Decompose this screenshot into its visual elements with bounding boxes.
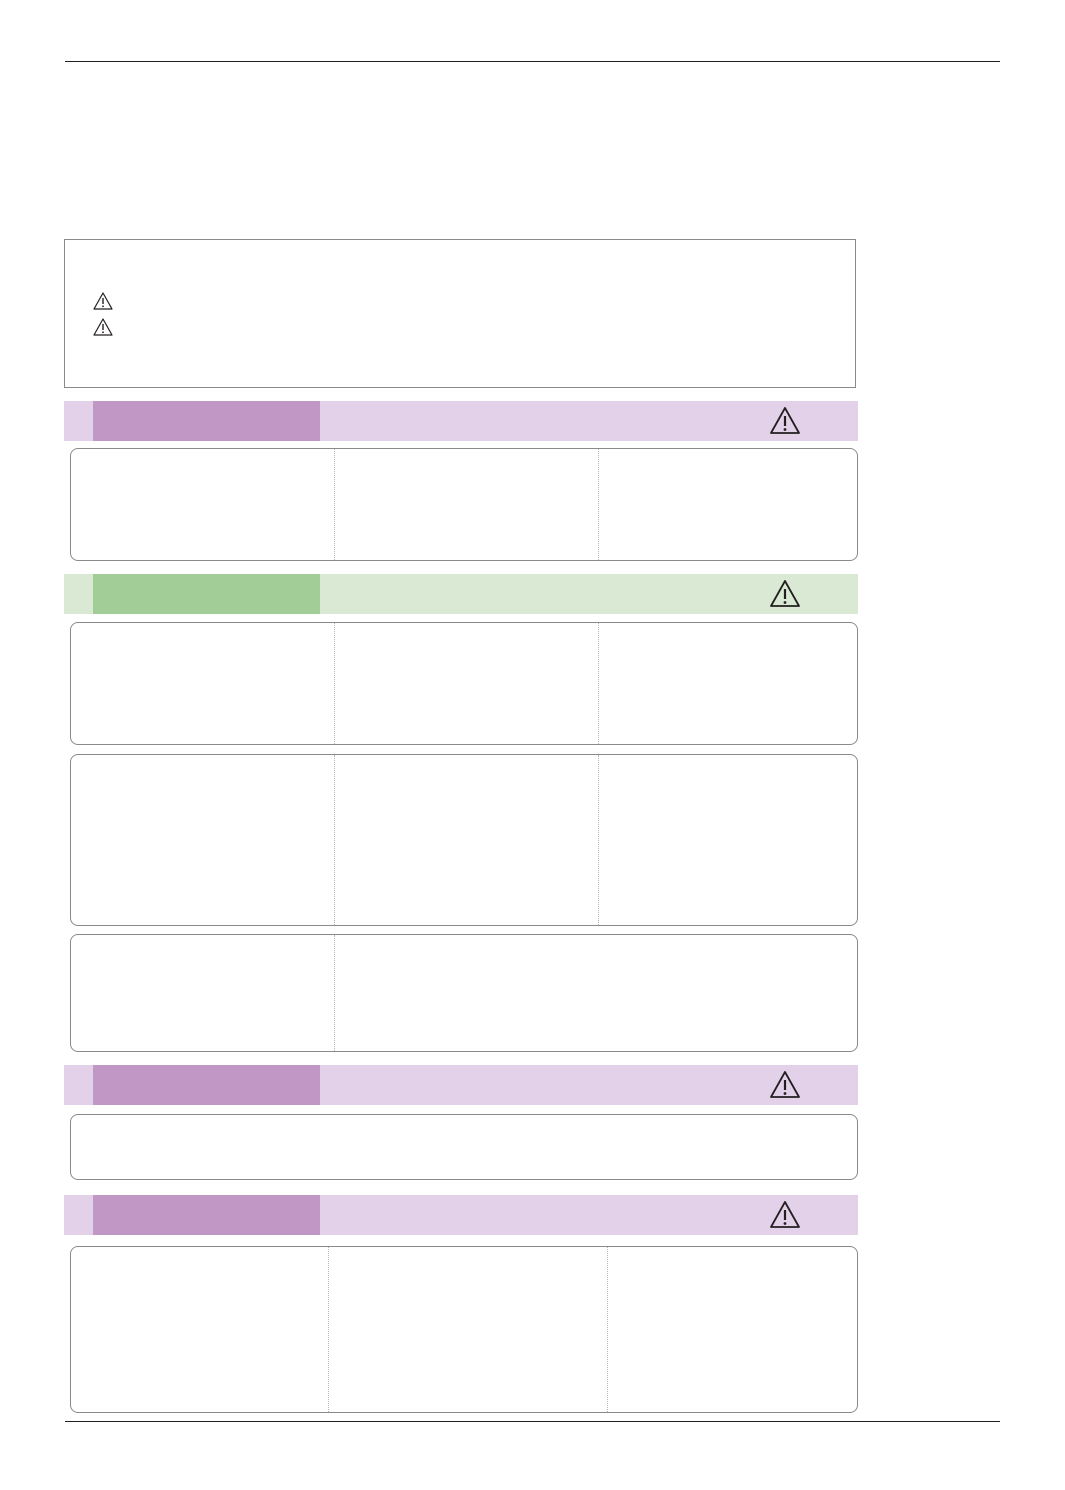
content-box — [70, 622, 858, 745]
content-box — [70, 1114, 858, 1180]
section-banner — [64, 1195, 858, 1235]
content-box — [70, 754, 858, 926]
warning-icon — [770, 1071, 800, 1098]
footer-rule — [65, 1421, 1000, 1422]
content-box — [70, 448, 858, 561]
section-banner — [64, 401, 858, 441]
content-box — [70, 934, 858, 1052]
section-banner — [64, 1065, 858, 1105]
section-banner — [64, 574, 858, 614]
notice-box — [64, 239, 856, 388]
section-label — [93, 401, 320, 441]
warning-icon — [93, 318, 113, 336]
section-label — [93, 574, 320, 614]
warning-icon — [93, 292, 113, 310]
section-label — [93, 1065, 320, 1105]
warning-icon — [770, 1201, 800, 1228]
warning-icon — [770, 580, 800, 607]
section-label — [93, 1195, 320, 1235]
content-box — [70, 1246, 858, 1413]
warning-icon — [770, 407, 800, 434]
header-rule — [65, 61, 1000, 62]
